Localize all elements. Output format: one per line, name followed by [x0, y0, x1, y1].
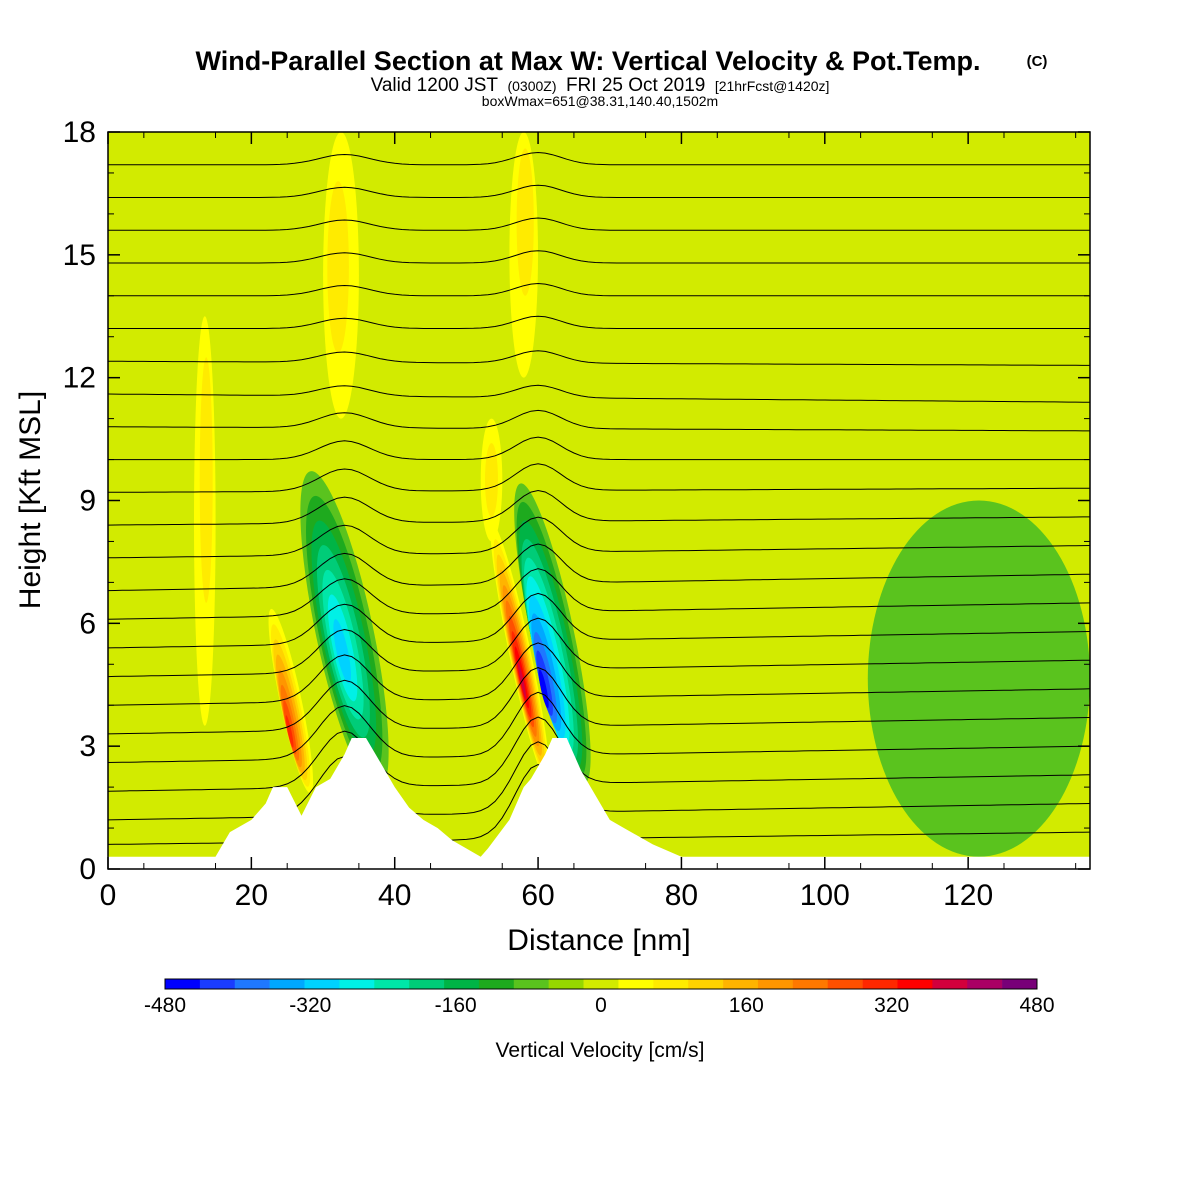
- box-label: boxWmax=651@38.31,140.40,1502m: [482, 93, 718, 109]
- colorbar-swatch: [688, 979, 724, 989]
- colorbar-tick-label: 0: [595, 994, 607, 1017]
- isentrope-line: [108, 592, 1090, 649]
- colorbar-swatch: [827, 979, 863, 989]
- colorbar-tick-label: 480: [1019, 994, 1054, 1017]
- x-tick-label: 20: [235, 879, 268, 912]
- isentrope-line: [108, 516, 1090, 559]
- x-tick-label: 60: [521, 879, 554, 912]
- colorbar-swatch: [618, 979, 654, 989]
- colorbar-swatch: [409, 979, 445, 989]
- subtitle-forecast: [21hrFcst@1420z]: [715, 78, 830, 94]
- colorbar: [164, 978, 1038, 990]
- isentrope-line: [108, 282, 1090, 297]
- isentrope-line: [108, 568, 1090, 620]
- colorbar-swatch: [757, 979, 794, 989]
- colorbar-swatch: [792, 979, 829, 989]
- colorbar-swatch: [304, 979, 340, 989]
- colorbar-swatch: [199, 979, 236, 989]
- subtitle-date: FRI 25 Oct 2019: [566, 75, 705, 96]
- colorbar-swatch: [513, 979, 549, 989]
- colorbar-swatch: [478, 979, 515, 989]
- colorbar-swatch: [269, 979, 305, 989]
- y-axis-label: Height [Kft MSL]: [14, 391, 47, 609]
- isentrope-line: [108, 250, 1090, 264]
- colorbar-swatch: [548, 979, 584, 989]
- colorbar-swatch: [165, 979, 201, 989]
- isentrope-line: [108, 617, 1090, 678]
- chart-title: Wind-Parallel Section at Max W: Vertical…: [196, 46, 981, 76]
- isentrope-line: [108, 151, 1090, 166]
- velocity-cell-band: [327, 181, 349, 354]
- colorbar-swatch: [1002, 979, 1038, 989]
- isentrope-line: [108, 384, 1090, 403]
- velocity-cell-band: [867, 500, 1090, 857]
- x-tick-label: 0: [100, 879, 117, 912]
- isentrope-line: [108, 217, 1090, 231]
- velocity-cell-band: [285, 715, 294, 748]
- y-tick-label: 9: [79, 485, 96, 518]
- velocity-cell-band: [538, 669, 549, 709]
- velocity-cell-band: [199, 357, 213, 603]
- colorbar-swatch: [444, 979, 480, 989]
- terrain: [108, 738, 1090, 869]
- isentrope-line: [108, 315, 1090, 329]
- y-tick-label: 18: [63, 116, 96, 149]
- y-axis: 0 3 6 9 12 15 18: [63, 116, 1090, 886]
- x-tick-label: 40: [378, 879, 411, 912]
- colorbar-ticks: -480 -320 -160 0 160 320 480: [144, 994, 1055, 1017]
- isentrope-line: [108, 667, 1090, 735]
- colorbar-swatch: [583, 979, 619, 989]
- y-tick-label: 6: [79, 607, 96, 640]
- colorbar-swatch: [862, 979, 898, 989]
- subtitle-utc: (0300Z): [507, 78, 556, 94]
- chart-subtitle: Valid 1200 JST (0300Z) FRI 25 Oct 2019 […: [371, 75, 830, 96]
- colorbar-tick-label: 320: [874, 994, 909, 1017]
- isentrope-line: [108, 409, 1090, 432]
- x-tick-label: 100: [800, 879, 850, 912]
- title-mark: (C): [1027, 53, 1048, 70]
- x-tick-label: 120: [943, 879, 993, 912]
- isentrope-line: [108, 436, 1090, 461]
- isentrope-line: [108, 184, 1090, 198]
- colorbar-swatch: [723, 979, 759, 989]
- velocity-cell-band: [333, 619, 352, 684]
- title-block: Wind-Parallel Section at Max W: Vertical…: [196, 46, 1048, 109]
- y-tick-label: 0: [79, 853, 96, 886]
- colorbar-tick-label: -160: [435, 994, 477, 1017]
- colorbar-swatch: [374, 979, 410, 989]
- colorbar-tick-label: -480: [144, 994, 186, 1017]
- isentrope-line: [108, 463, 1090, 493]
- isentrope-line: [108, 543, 1090, 592]
- isentrope-line: [108, 691, 1090, 763]
- colorbar-swatch: [967, 979, 1003, 989]
- velocity-cell-band: [485, 443, 498, 517]
- colorbar-swatch: [932, 979, 968, 989]
- isentrope-line: [108, 350, 1090, 366]
- subtitle-prefix: Valid 1200 JST: [371, 75, 499, 96]
- x-axis: 0 20 40 60 80 100 120: [100, 132, 1077, 912]
- colorbar-swatch: [653, 979, 689, 989]
- colorbar-swatch: [234, 979, 270, 989]
- isentrope-line: [108, 716, 1090, 792]
- colorbar-swatch: [339, 979, 375, 989]
- colorbar-swatch: [897, 979, 933, 989]
- y-tick-label: 15: [63, 239, 96, 272]
- y-tick-label: 3: [79, 730, 96, 763]
- colorbar-tick-label: 160: [729, 994, 764, 1017]
- x-axis-label: Distance [nm]: [507, 924, 690, 957]
- x-tick-label: 80: [665, 879, 698, 912]
- colorbar-label: Vertical Velocity [cm/s]: [496, 1039, 705, 1062]
- isentrope-line: [108, 642, 1090, 706]
- y-tick-label: 12: [63, 362, 96, 395]
- plot-area: [108, 132, 1090, 869]
- colorbar-tick-label: -320: [289, 994, 331, 1017]
- colorbar-frame: [164, 978, 1038, 990]
- velocity-cell-band: [516, 148, 534, 296]
- isentrope-line: [108, 489, 1090, 526]
